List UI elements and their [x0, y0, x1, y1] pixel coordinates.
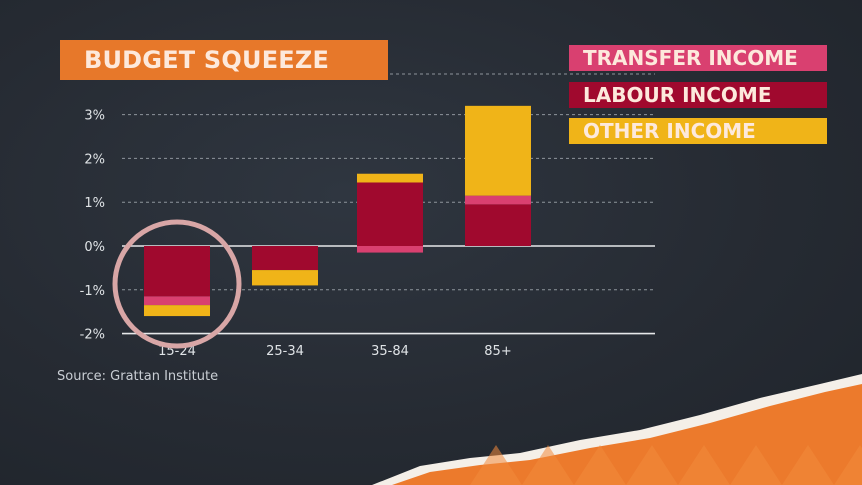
y-tick-label: 0%	[84, 240, 105, 255]
y-tick-label: 3%	[84, 109, 105, 124]
legend-label-labour: LABOUR INCOME	[583, 83, 772, 107]
bar-segment	[144, 246, 210, 297]
bar-segment	[252, 246, 318, 271]
bar-segment	[465, 195, 531, 205]
torn-paper-pattern	[470, 445, 522, 485]
bar-segment	[144, 305, 210, 317]
torn-paper-pattern	[522, 445, 574, 485]
torn-paper-pattern	[782, 445, 834, 485]
legend-item-labour: LABOUR INCOME	[569, 82, 827, 108]
bar-segment	[357, 182, 423, 246]
torn-paper-pattern	[834, 445, 862, 485]
chart-title: BUDGET SQUEEZE	[84, 46, 330, 74]
y-tick-label: 1%	[84, 196, 105, 211]
x-tick-label: 25-34	[266, 344, 304, 359]
y-tick-label: -1%	[80, 284, 105, 299]
legend-label-other: OTHER INCOME	[583, 119, 756, 143]
y-tick-label: 2%	[84, 152, 105, 167]
x-tick-label: 35-84	[371, 344, 409, 359]
bar-segment	[144, 296, 210, 306]
bar-segment	[465, 204, 531, 246]
torn-paper-pattern	[678, 445, 730, 485]
legend-label-transfer: TRANSFER INCOME	[583, 46, 798, 70]
title-banner: BUDGET SQUEEZE	[60, 40, 388, 80]
torn-paper-orange	[392, 384, 862, 485]
bar-segment	[357, 173, 423, 183]
torn-paper-pattern	[574, 445, 626, 485]
source-note: Source: Grattan Institute	[57, 369, 219, 384]
highlight-circle	[112, 219, 242, 349]
legend-item-other: OTHER INCOME	[569, 118, 827, 144]
torn-paper-pattern	[730, 445, 782, 485]
bars	[144, 105, 531, 317]
decorations	[112, 219, 862, 485]
legend-item-transfer: TRANSFER INCOME	[569, 45, 827, 71]
bar-segment	[252, 270, 318, 286]
bar-segment	[465, 105, 531, 196]
torn-paper-pattern	[626, 445, 678, 485]
x-tick-label: 85+	[484, 344, 511, 359]
axes: 3%2%1%0%-1%-2%15-24 25-34 35-84 85+	[80, 109, 512, 359]
bar-segment	[357, 246, 423, 253]
y-tick-label: -2%	[80, 328, 105, 343]
